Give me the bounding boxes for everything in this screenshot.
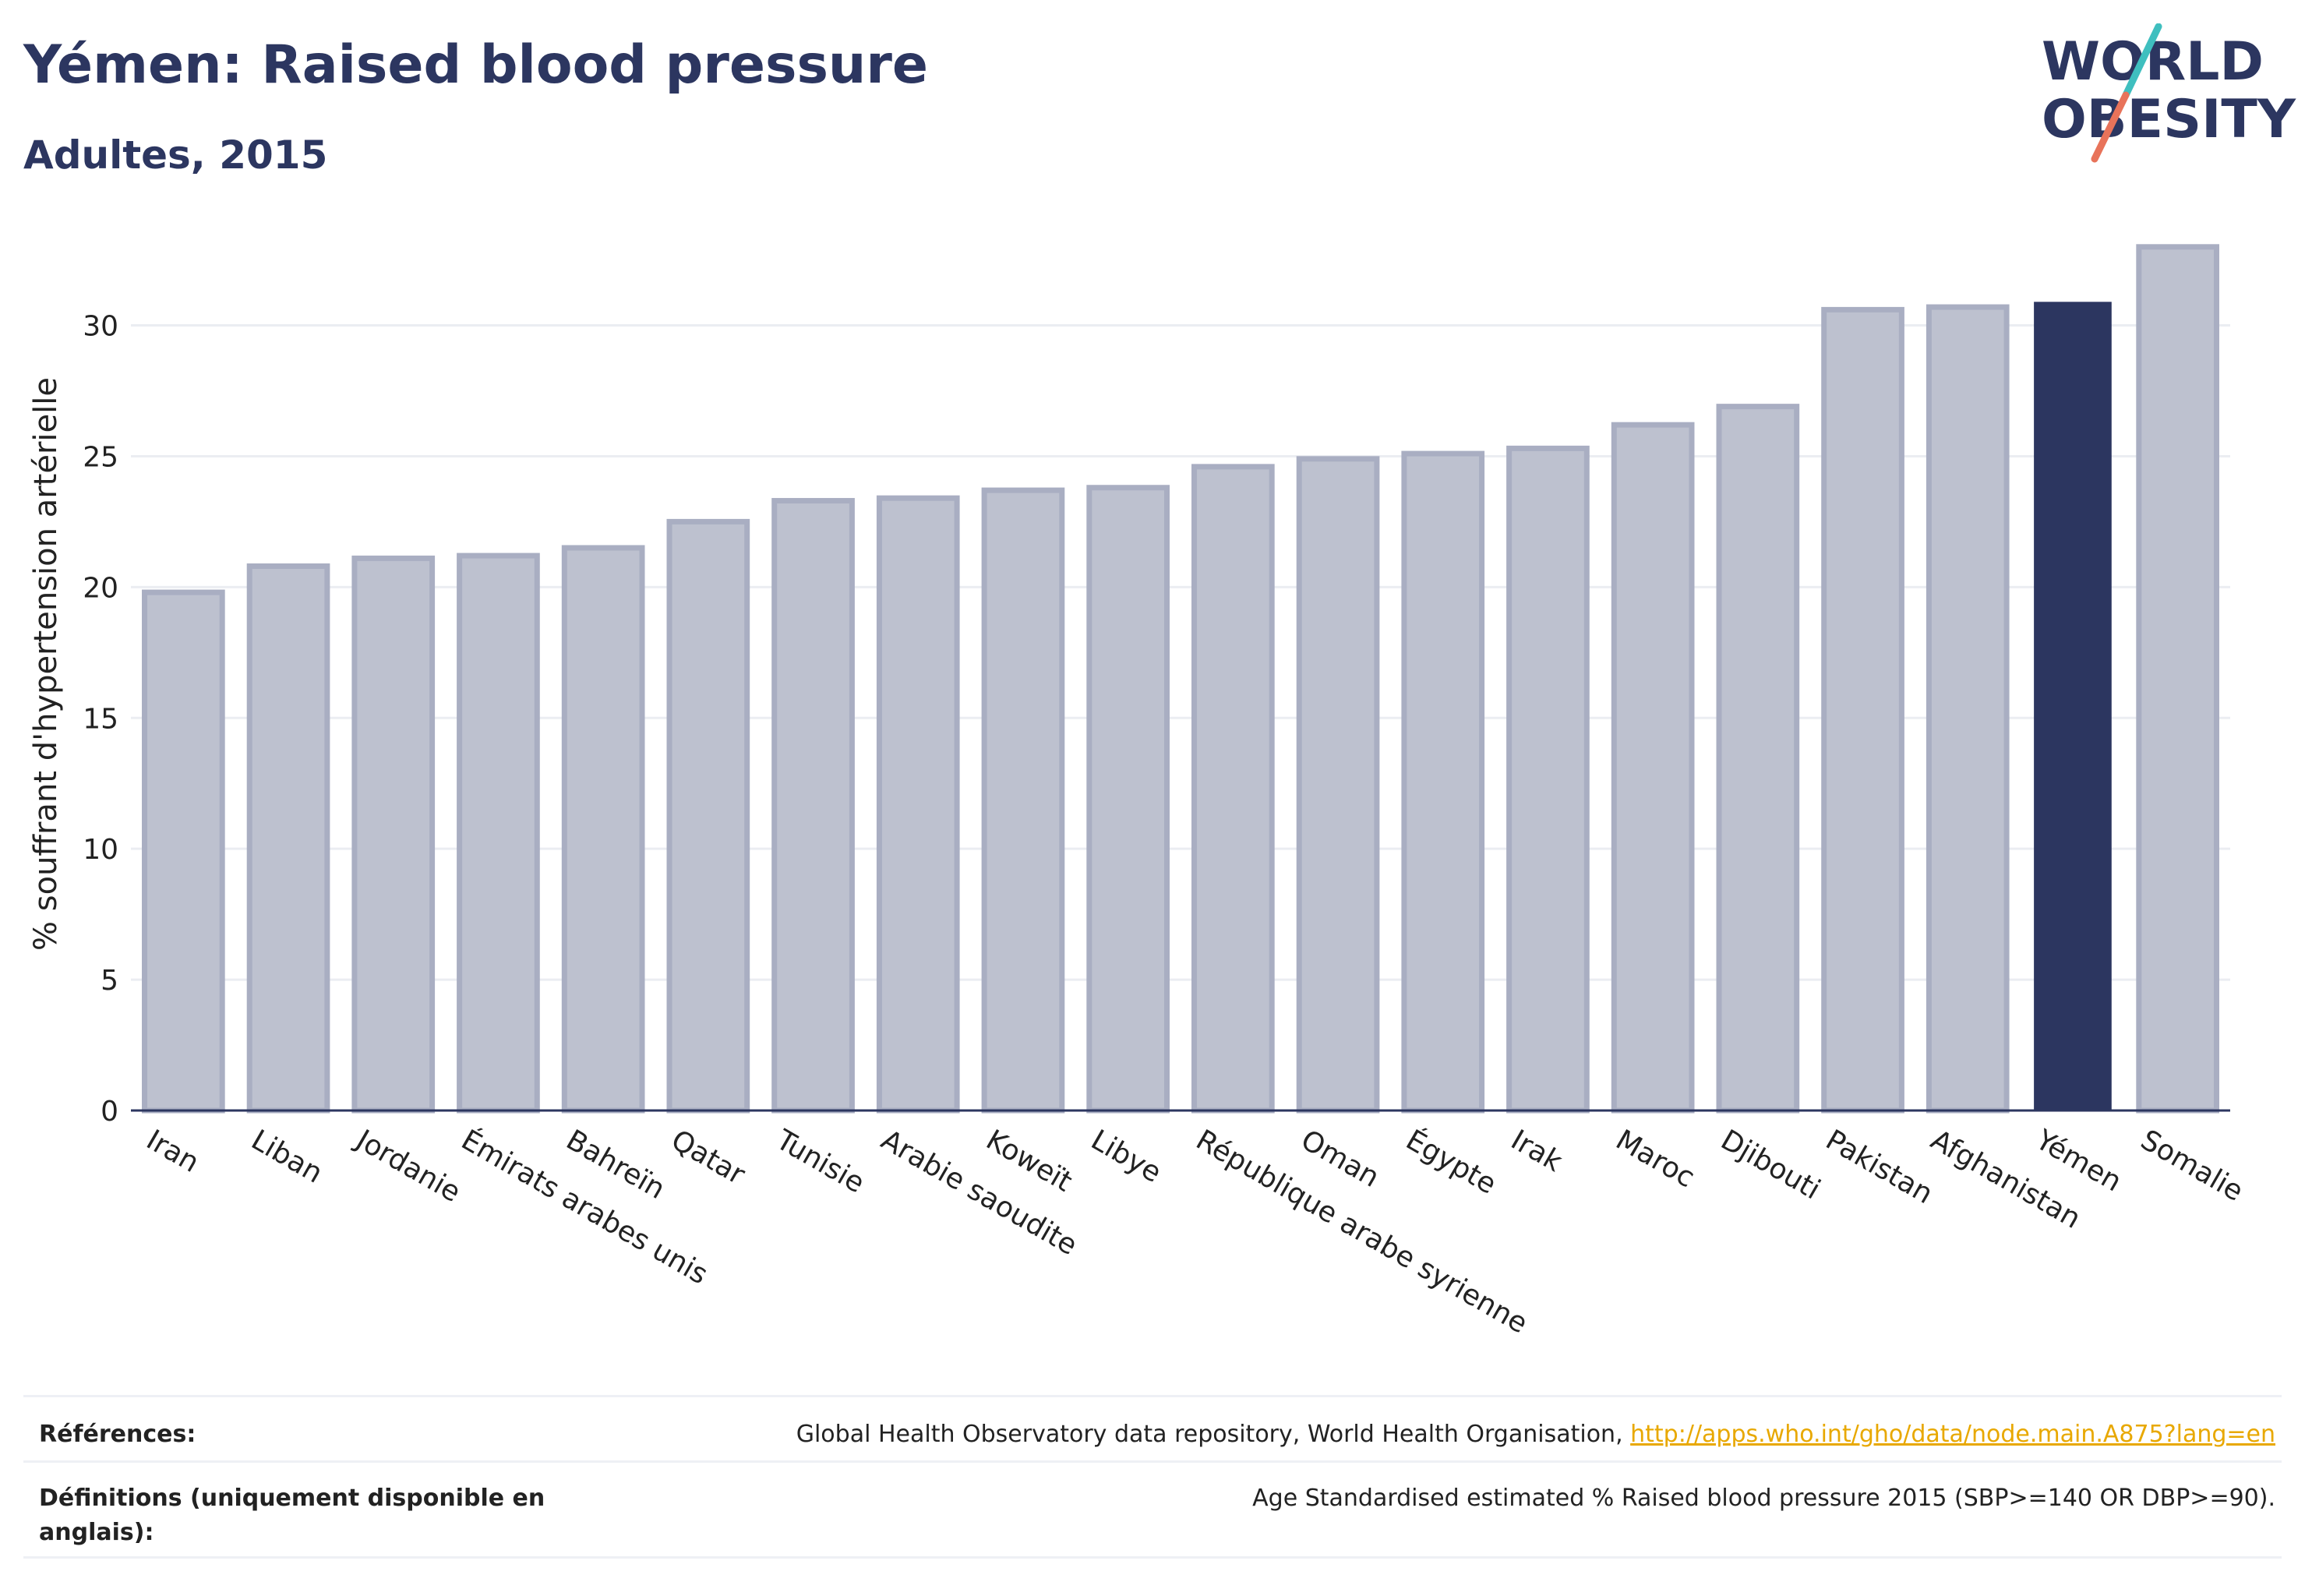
logo-line2: OBESITY bbox=[2042, 89, 2296, 150]
x-tick-label: Libye bbox=[1085, 1124, 1167, 1189]
bar bbox=[142, 589, 225, 1114]
logo-slash-coral bbox=[2091, 91, 2130, 163]
definitions-row: Définitions (uniquement disponible en an… bbox=[23, 1460, 2282, 1559]
bar bbox=[2136, 244, 2219, 1114]
bar bbox=[666, 518, 750, 1114]
references-value: Global Health Observatory data repositor… bbox=[796, 1421, 2275, 1448]
y-tick-label: 20 bbox=[83, 572, 118, 604]
references-link[interactable]: http://apps.who.int/gho/data/node.main.A… bbox=[1630, 1421, 2275, 1448]
logo-slash-teal bbox=[2122, 23, 2162, 99]
x-tick-label: Iran bbox=[141, 1124, 204, 1179]
bar bbox=[561, 545, 645, 1114]
bar bbox=[876, 495, 960, 1114]
x-tick-label: Qatar bbox=[665, 1124, 750, 1191]
references-label: Références: bbox=[39, 1421, 196, 1448]
bar bbox=[457, 553, 540, 1114]
definitions-text: Age Standardised estimated % Raised bloo… bbox=[1252, 1485, 2275, 1512]
y-tick-label: 15 bbox=[83, 703, 118, 735]
y-tick-label: 30 bbox=[83, 311, 118, 343]
bar bbox=[1086, 485, 1170, 1114]
bar bbox=[246, 563, 330, 1114]
references-row: Références: Global Health Observatory da… bbox=[23, 1395, 2282, 1460]
bar-highlight bbox=[2034, 302, 2112, 1110]
definitions-label-line1: Définitions (uniquement disponible en bbox=[39, 1485, 545, 1512]
x-tick-label: Arabie saoudite bbox=[876, 1124, 1082, 1262]
references-text: Global Health Observatory data repositor… bbox=[796, 1421, 1631, 1448]
chart-subtitle: Adultes, 2015 bbox=[23, 132, 328, 178]
bar bbox=[771, 498, 855, 1114]
grid-layer bbox=[131, 324, 2230, 981]
y-tick-label: 25 bbox=[83, 441, 118, 473]
bar bbox=[1296, 456, 1380, 1114]
world-obesity-logo: WORLD OBESITY bbox=[2042, 23, 2296, 163]
y-tick-label: 0 bbox=[101, 1096, 118, 1128]
bar-layer bbox=[142, 244, 2219, 1114]
x-tick-label: Maroc bbox=[1611, 1124, 1700, 1194]
bar bbox=[1191, 464, 1275, 1114]
bar bbox=[1401, 450, 1485, 1114]
x-tick-label: Liban bbox=[246, 1124, 328, 1189]
y-tick-label: 5 bbox=[101, 965, 118, 997]
x-tick-label: Jordanie bbox=[350, 1123, 466, 1209]
bar bbox=[1821, 306, 1904, 1114]
y-tick-label: 10 bbox=[83, 834, 118, 866]
x-tick-label: Égypte bbox=[1400, 1123, 1502, 1200]
y-axis-label: % souffrant d'hypertension artérielle bbox=[28, 377, 64, 951]
bar bbox=[1716, 404, 1800, 1114]
x-tick-label: Somalie bbox=[2135, 1124, 2248, 1208]
chart-title: Yémen: Raised blood pressure bbox=[23, 34, 928, 96]
x-tick-label: Tunisie bbox=[770, 1124, 870, 1200]
footer: Références: Global Health Observatory da… bbox=[23, 1395, 2282, 1559]
definitions-label: Définitions (uniquement disponible en an… bbox=[39, 1481, 545, 1550]
bar bbox=[981, 487, 1065, 1114]
bar bbox=[1611, 422, 1695, 1114]
x-tick-label: Djibouti bbox=[1715, 1124, 1825, 1206]
bar bbox=[1926, 304, 2010, 1114]
bar bbox=[1506, 445, 1590, 1114]
x-tick-label: Pakistan bbox=[1820, 1124, 1938, 1210]
definitions-label-line2: anglais): bbox=[39, 1519, 154, 1546]
bar bbox=[351, 555, 436, 1114]
x-tick-label: Irak bbox=[1505, 1124, 1568, 1178]
